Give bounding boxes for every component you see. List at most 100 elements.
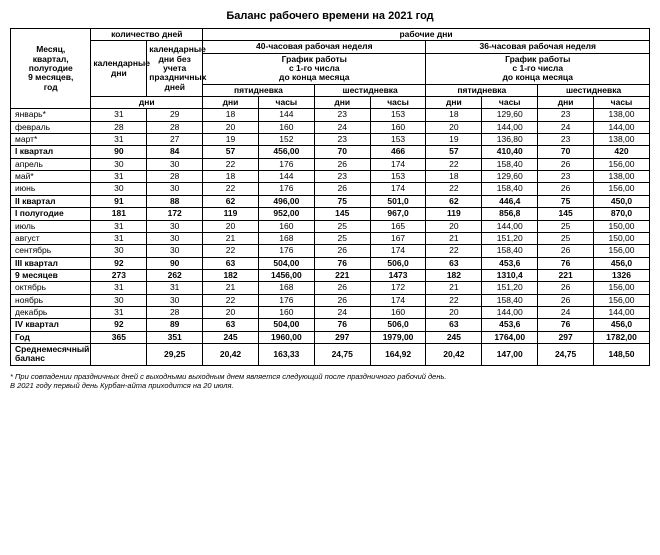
cell: 90 [147,257,203,269]
cell: 28 [147,121,203,133]
cell: 967,0 [370,208,426,220]
cell: 76 [314,257,370,269]
cell: 164,92 [370,343,426,365]
table-row: 9 месяцев2732621821456,0022114731821310,… [11,269,650,281]
cell: 92 [91,257,147,269]
cell: 168 [258,232,314,244]
cell: 20 [203,220,259,232]
table-row: январь*3129181442315318129,6023138,00 [11,109,650,121]
cell: I квартал [11,146,91,158]
hdr-five-36: пятидневка [426,84,538,96]
cell: Среднемесячный баланс [11,343,91,365]
cell: 144,00 [482,121,538,133]
cell: 31 [91,109,147,121]
hdr-work-days: рабочие дни [203,29,650,41]
cell: 21 [426,232,482,244]
cell: 144,00 [594,306,650,318]
cell: 25 [314,232,370,244]
cell: 138,00 [594,134,650,146]
hdr-40h: 40-часовая рабочая неделя [203,41,426,53]
cell: 456,00 [258,146,314,158]
hdr-six-36: шестидневка [538,84,650,96]
cell: май* [11,171,91,183]
cell: 174 [370,294,426,306]
cell: 153 [370,134,426,146]
cell: 30 [147,232,203,244]
cell: 18 [426,109,482,121]
cell: 1326 [594,269,650,281]
hdr-d: дни [203,97,259,109]
cell: 138,00 [594,109,650,121]
cell: 76 [538,319,594,331]
hdr-calendar: календарные дни [91,41,147,97]
cell: 456,0 [594,319,650,331]
cell: 70 [314,146,370,158]
cell: 63 [426,257,482,269]
cell: 63 [203,319,259,331]
table-row: апрель3030221762617422158,4026156,00 [11,158,650,170]
cell: 176 [258,245,314,257]
cell: 24,75 [314,343,370,365]
table-row: III квартал929063504,0076506,063453,6764… [11,257,650,269]
cell: 24 [314,121,370,133]
cell: 420 [594,146,650,158]
cell: 25 [538,232,594,244]
cell: 30 [91,158,147,170]
cell: 504,00 [258,319,314,331]
cell: 160 [370,306,426,318]
cell: 23 [538,109,594,121]
cell: 168 [258,282,314,294]
cell: 506,0 [370,319,426,331]
cell: 20,42 [426,343,482,365]
cell: 466 [370,146,426,158]
hdr-dni: дни [91,97,203,109]
cell: 31 [91,134,147,146]
cell: 181 [91,208,147,220]
cell: 163,33 [258,343,314,365]
cell: декабрь [11,306,91,318]
cell: 18 [203,109,259,121]
cell: 22 [426,158,482,170]
cell: 29,25 [147,343,203,365]
cell: 144 [258,171,314,183]
cell: 31 [147,282,203,294]
cell: 172 [147,208,203,220]
table-row: ноябрь3030221762617422158,4026156,00 [11,294,650,306]
cell: 456,0 [594,257,650,269]
cell: 63 [203,257,259,269]
cell: 1310,4 [482,269,538,281]
cell: 156,00 [594,294,650,306]
hdr-schedule-36: График работы с 1-го числа до конца меся… [426,53,650,84]
cell: 245 [426,331,482,343]
cell: 20,42 [203,343,259,365]
cell: 151,20 [482,282,538,294]
cell: 57 [426,146,482,158]
cell: 19 [426,134,482,146]
cell: 23 [538,134,594,146]
cell: 160 [370,121,426,133]
cell: 24 [538,121,594,133]
page-title: Баланс рабочего времени на 2021 год [10,10,650,22]
cell: 245 [203,331,259,343]
cell: 26 [314,294,370,306]
cell: 29 [147,109,203,121]
cell: июль [11,220,91,232]
cell: 28 [147,171,203,183]
table-row: июль3130201602516520144,0025150,00 [11,220,650,232]
table-header: Месяц, квартал, полугодие 9 месяцев, год… [11,29,650,109]
hdr-d: дни [314,97,370,109]
cell: 176 [258,183,314,195]
cell: 75 [314,195,370,207]
cell: 21 [203,232,259,244]
cell: 31 [91,282,147,294]
cell: 129,60 [482,109,538,121]
cell: 167 [370,232,426,244]
table-row: февраль2828201602416020144,0024144,00 [11,121,650,133]
cell: 91 [91,195,147,207]
cell: 262 [147,269,203,281]
hdr-d: дни [426,97,482,109]
cell: 30 [147,220,203,232]
cell: 62 [203,195,259,207]
hdr-cal-noholidays: календарные дни без учета праздничных дн… [147,41,203,97]
cell: 453,6 [482,319,538,331]
